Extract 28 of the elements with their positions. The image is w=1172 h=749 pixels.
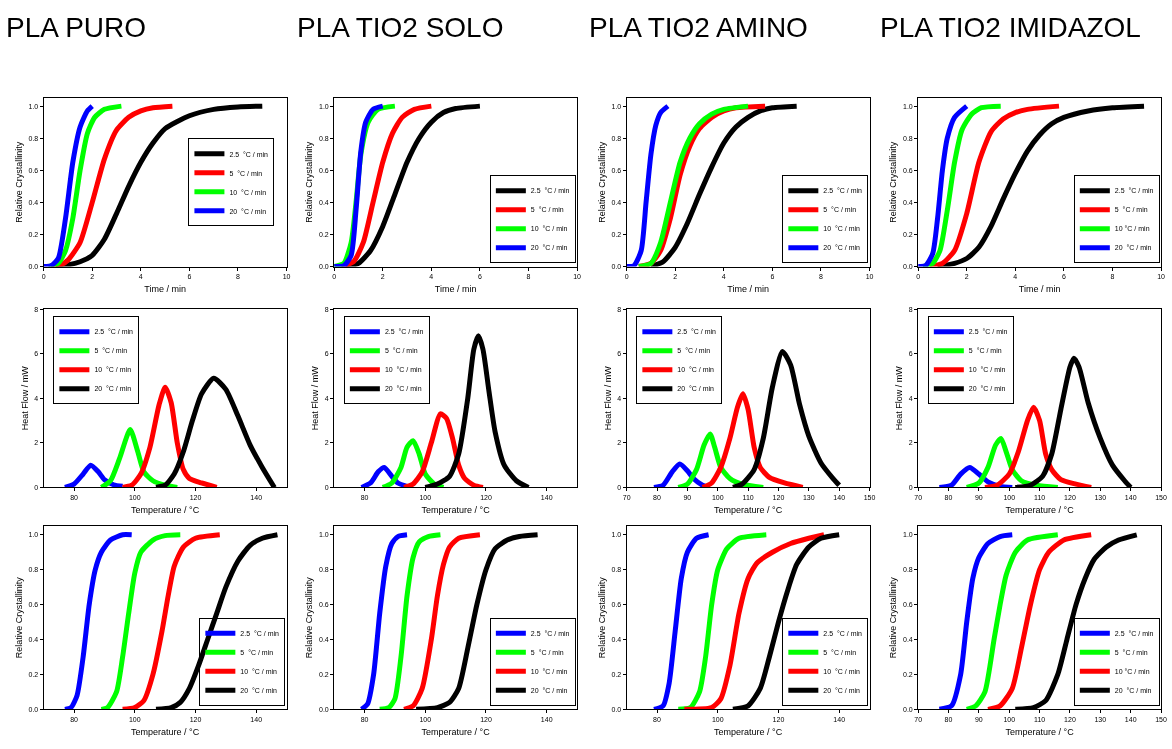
- y-axis-title: Relative Crystallinity: [304, 141, 315, 223]
- x-axis-title: Temperature / °C: [421, 504, 491, 515]
- x-axis-title: Time / min: [144, 283, 186, 294]
- x-axis-title: Temperature / °C: [421, 726, 491, 737]
- y-axis-title: Heat Flow / mW: [310, 365, 321, 431]
- x-axis-title: Temperature / °C: [1005, 504, 1075, 515]
- x-axis-title: Temperature / °C: [1005, 726, 1075, 737]
- y-axis-title: Relative Crystallinity: [888, 576, 899, 659]
- x-axis-title: Time / min: [434, 283, 477, 294]
- y-axis-title: Relative Crystallinity: [596, 141, 607, 223]
- chart-title: PLA PURO: [6, 12, 147, 43]
- x-axis-title: Temperature / °C: [131, 504, 200, 515]
- y-axis-title: Heat Flow / mW: [19, 365, 30, 431]
- y-axis-title: Heat Flow / mW: [602, 365, 613, 431]
- y-axis-title: Relative Crystallinity: [13, 141, 24, 223]
- x-axis-title: Time / min: [727, 283, 769, 294]
- x-axis-title: Temperature / °C: [131, 726, 200, 737]
- chart-title: PLA TIO2 SOLO: [297, 12, 504, 43]
- chart-title: PLA TIO2 IMIDAZOL: [880, 12, 1141, 43]
- x-axis-title: Temperature / °C: [714, 504, 783, 515]
- y-axis-title: Relative Crystallinity: [596, 576, 607, 659]
- x-axis-title: Time / min: [1018, 283, 1061, 294]
- y-axis-title: Relative Crystallinity: [13, 576, 24, 659]
- chart-title: PLA TIO2 AMINO: [589, 12, 808, 43]
- y-axis-title: Relative Crystallinity: [304, 576, 315, 659]
- x-axis-title: Temperature / °C: [714, 726, 783, 737]
- y-axis-title: Heat Flow / mW: [894, 365, 905, 431]
- y-axis-title: Relative Crystallinity: [888, 141, 899, 223]
